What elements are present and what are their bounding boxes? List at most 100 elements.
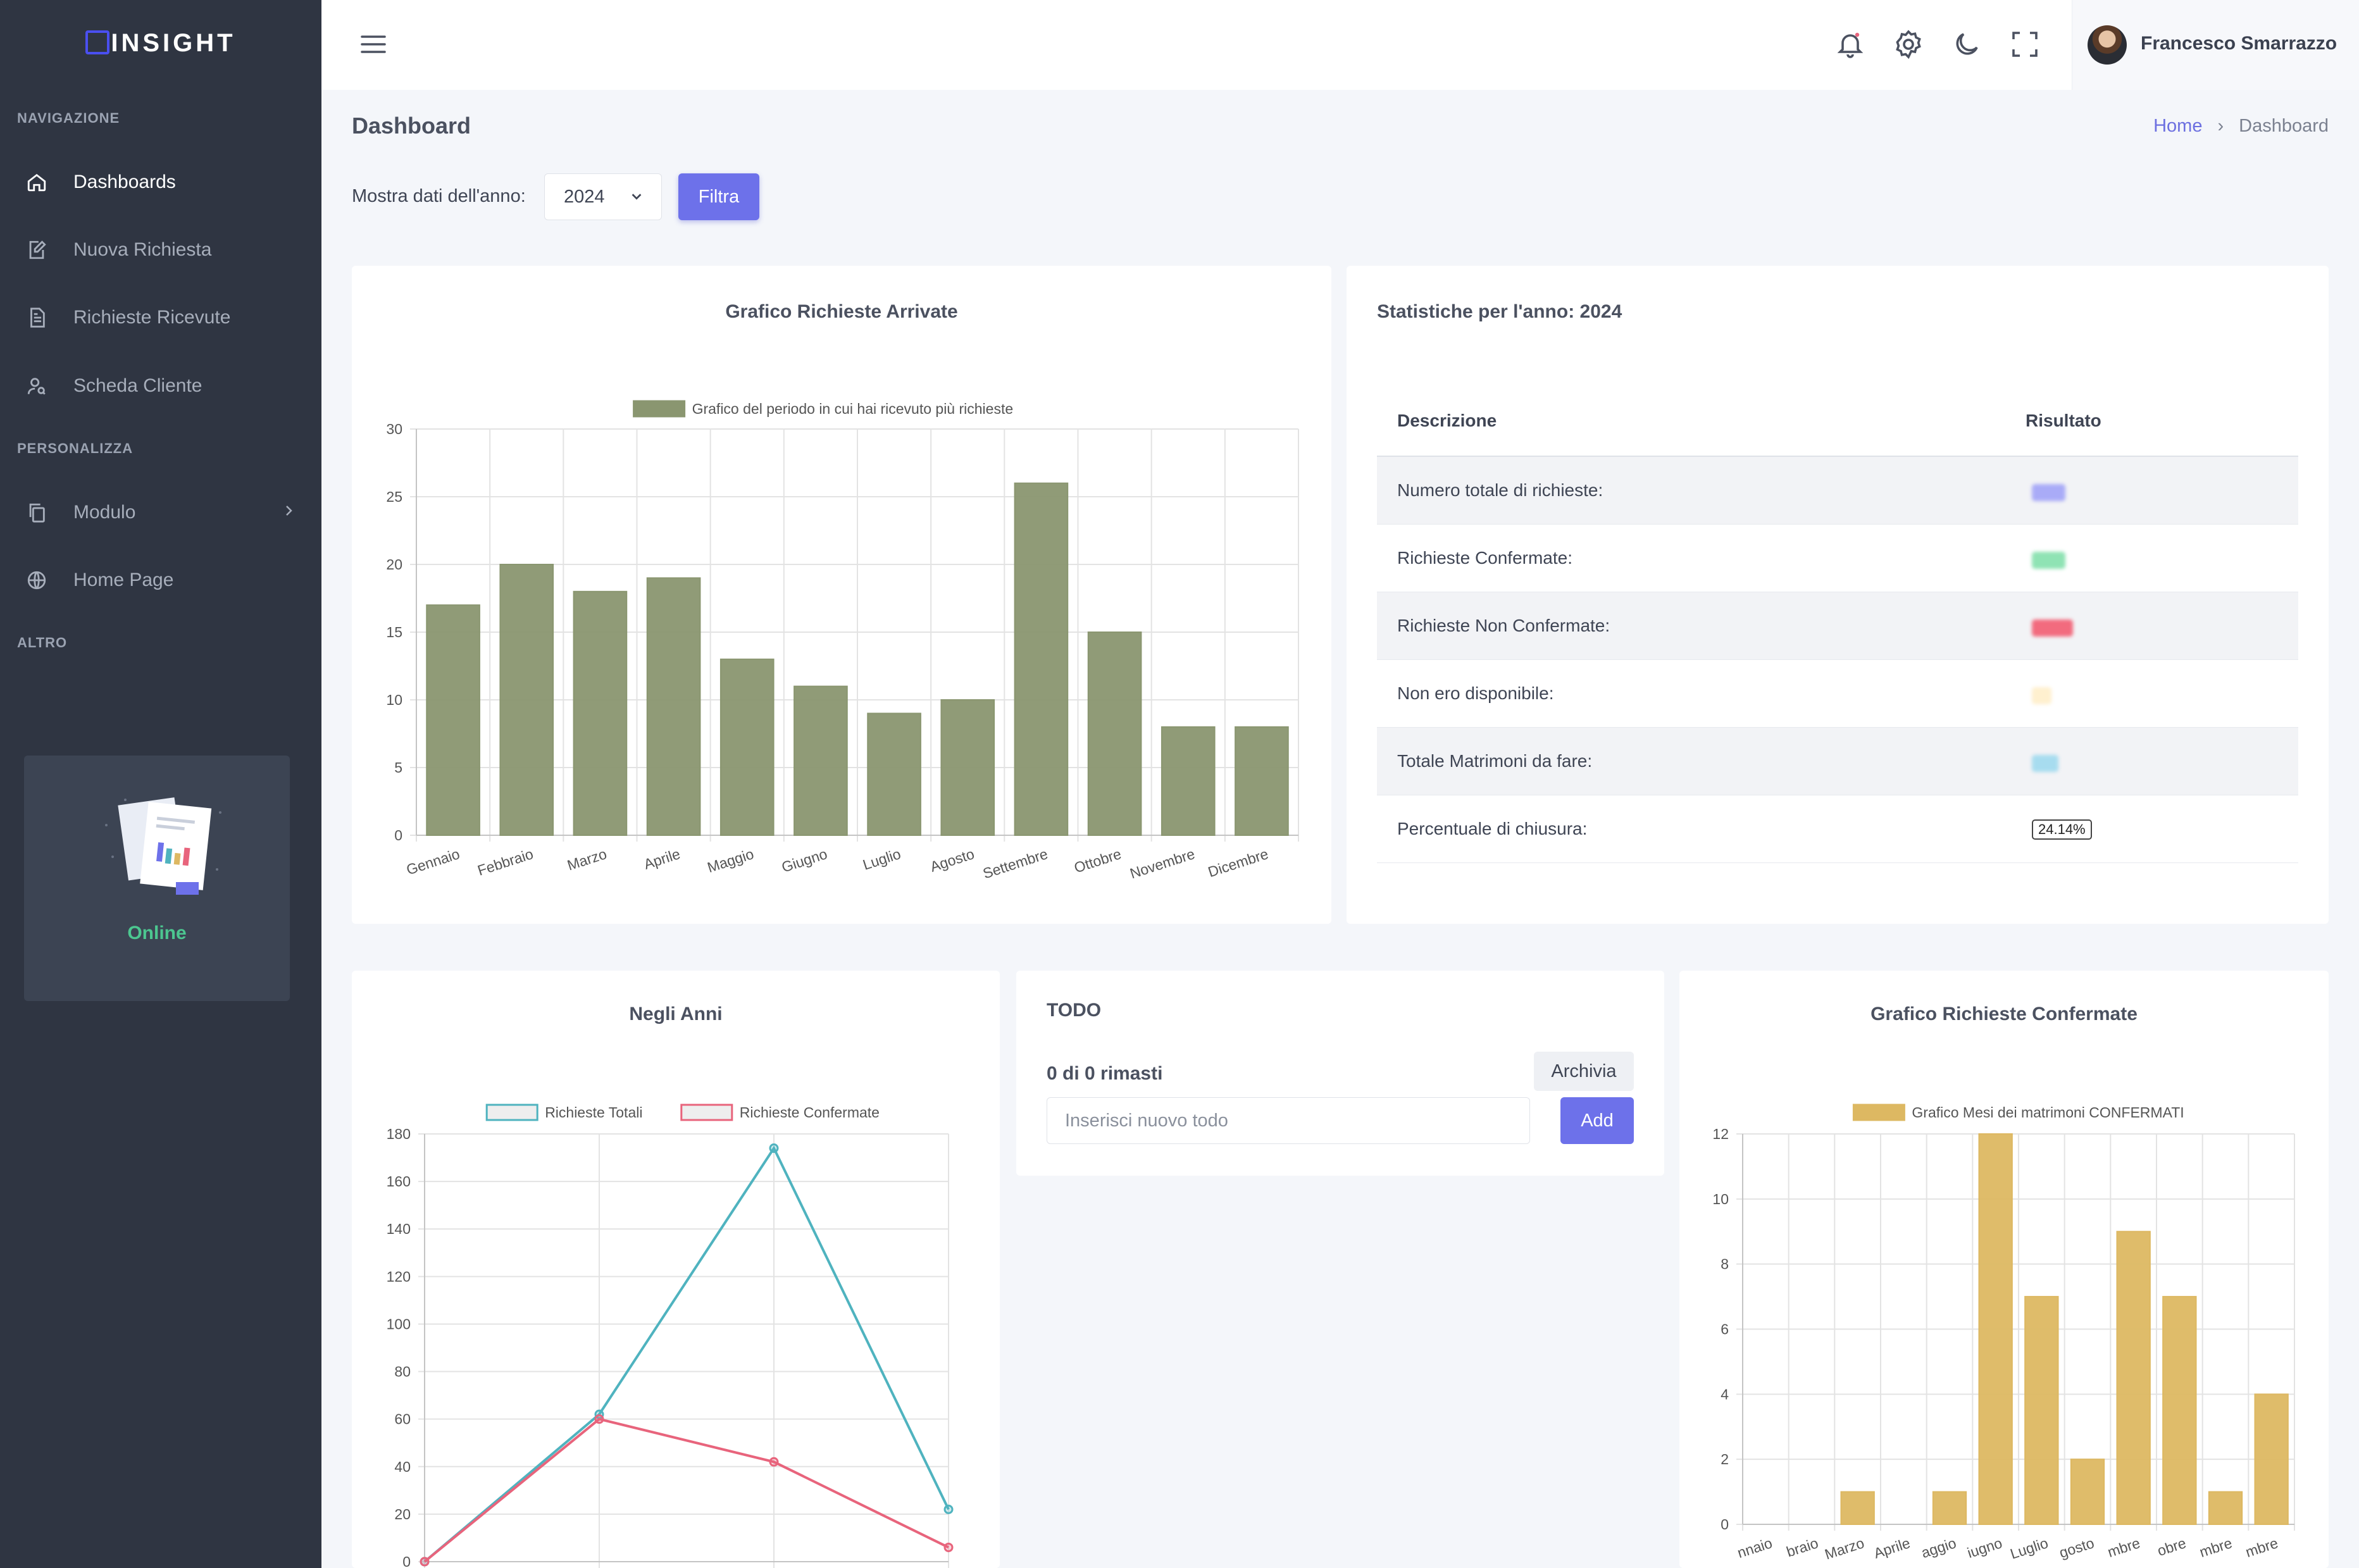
data-point <box>943 1542 954 1552</box>
sidebar-item-label: Dashboards <box>73 171 176 192</box>
bar <box>719 658 775 836</box>
sidebar-item-label: Scheda Cliente <box>73 375 202 396</box>
x-tick-label: mbre <box>2105 1534 2142 1560</box>
user-search-icon <box>24 373 49 399</box>
row-label: Percentuale di chiusura: <box>1377 795 2005 863</box>
data-point <box>420 1557 430 1567</box>
row-label: Richieste Non Confermate: <box>1377 592 2005 660</box>
row-label: Non ero disponibile: <box>1377 659 2005 728</box>
page-title: Dashboard <box>352 113 471 139</box>
document-icon <box>24 305 49 330</box>
x-tick-label: obre <box>2155 1534 2188 1559</box>
status-badge: 00 <box>2032 754 2059 772</box>
x-tick-label: gosto <box>2057 1534 2096 1561</box>
bar <box>1235 726 1289 836</box>
series-line <box>423 1145 950 1563</box>
moon-icon[interactable] <box>1951 29 1982 59</box>
legend-label: Grafico del periodo in cui hai ricevuto … <box>692 401 1014 417</box>
table-row: Totale Matrimoni da fare: 00 <box>1377 727 2298 795</box>
sidebar-item-home-page[interactable]: Home Page <box>24 561 296 599</box>
copy-icon <box>24 500 49 525</box>
column-header-descrizione: Descrizione <box>1377 386 2005 457</box>
bar-chart-richieste-arrivate: 0 5 10 15 20 25 30 Gennaio Febbraio Marzo Aprile Ma… <box>386 400 1299 882</box>
report-illustration-icon <box>105 797 221 895</box>
table-row: Richieste Non Confermate: 0000 <box>1377 592 2298 660</box>
add-todo-button[interactable]: Add <box>1560 1097 1634 1144</box>
breadcrumb: Home › Dashboard <box>2153 116 2329 137</box>
sidebar-item-richieste-ricevute[interactable]: Richieste Ricevute <box>24 299 296 337</box>
status-badge: 0000 <box>2032 619 2073 637</box>
y-tick-label: 100 <box>387 1316 411 1332</box>
chevron-right-icon <box>281 502 296 523</box>
stats-title: Statistiche per l'anno: 2024 <box>1377 301 1622 322</box>
y-tick-label: 10 <box>1712 1191 1729 1207</box>
bar <box>1978 1133 2013 1525</box>
y-tick-label: 30 <box>386 421 402 437</box>
y-tick-label: 6 <box>1721 1321 1729 1338</box>
y-tick-label: 0 <box>394 827 402 843</box>
sidebar-item-scheda-cliente[interactable]: Scheda Cliente <box>24 367 296 405</box>
y-tick-label: 20 <box>386 556 402 573</box>
y-tick-label: 5 <box>394 759 402 776</box>
section-title-altro: ALTRO <box>17 635 68 650</box>
x-tick-label: Agosto <box>928 845 976 875</box>
legend-label: Richieste Totali <box>545 1104 642 1121</box>
sidebar-item-nuova-richiesta[interactable]: Nuova Richiesta <box>24 231 296 269</box>
menu-icon[interactable] <box>361 33 386 56</box>
breadcrumb-home-link[interactable]: Home <box>2153 116 2203 136</box>
x-tick-label: mbre <box>2198 1534 2234 1560</box>
bar <box>2208 1491 2243 1525</box>
section-title-personalizza: PERSONALIZZA <box>17 440 134 456</box>
breadcrumb-current: Dashboard <box>2239 116 2329 136</box>
x-tick-label: Novembre <box>1128 845 1197 882</box>
todo-count: 0 di 0 rimasti <box>1047 1063 1163 1084</box>
sidebar-item-label: Richieste Ricevute <box>73 307 231 328</box>
user-menu[interactable]: Francesco Smarrazzo <box>2072 0 2359 90</box>
year-select[interactable]: 2024 <box>544 173 662 220</box>
bell-icon[interactable] <box>1835 29 1865 59</box>
y-tick-label: 0 <box>402 1553 411 1568</box>
todo-input[interactable] <box>1047 1097 1530 1144</box>
table-row: Richieste Confermate: 000 <box>1377 524 2298 592</box>
avatar <box>2088 25 2127 65</box>
x-tick-label: nnaio <box>1735 1534 1774 1561</box>
section-title-navigazione: NAVIGAZIONE <box>17 110 120 126</box>
stats-card: Statistiche per l'anno: 2024 Descrizione… <box>1347 266 2329 924</box>
chart-card-richieste-confermate: Grafico Richieste Confermate 0 2 4 6 8 10 12 nn… <box>1679 971 2329 1568</box>
y-tick-label: 60 <box>394 1411 411 1428</box>
y-tick-label: 25 <box>386 488 402 505</box>
brand-logo[interactable]: INSIGHT <box>0 29 321 58</box>
home-icon <box>24 170 49 195</box>
x-tick-label: Giugno <box>780 845 830 876</box>
chart-title: Grafico Richieste Confermate <box>1870 1004 2138 1024</box>
row-label: Numero totale di richieste: <box>1377 456 2005 525</box>
legend-swatch <box>680 1104 733 1121</box>
fullscreen-icon[interactable] <box>2010 29 2040 59</box>
gear-icon[interactable] <box>1893 29 1924 59</box>
x-tick-label: Maggio <box>706 845 756 876</box>
archive-button[interactable]: Archivia <box>1534 1052 1634 1091</box>
bar <box>2116 1231 2151 1525</box>
brand-name: INSIGHT <box>111 29 236 57</box>
logo-mark-icon <box>85 30 110 54</box>
y-tick-label: 160 <box>387 1173 411 1190</box>
sidebar-item-modulo[interactable]: Modulo <box>24 494 296 532</box>
chart-card-richieste-arrivate: Grafico Richieste Arrivate 0 5 10 15 20 25 30 G… <box>352 266 1331 924</box>
sidebar-item-dashboards[interactable]: Dashboards <box>24 163 296 201</box>
x-tick-label: iugno <box>1965 1534 2005 1561</box>
filter-button[interactable]: Filtra <box>678 173 759 220</box>
data-point <box>594 1414 604 1424</box>
breadcrumb-separator-icon: › <box>2217 116 2224 136</box>
sidebar: INSIGHT NAVIGAZIONE Dashboards Nuova Ric… <box>0 0 321 1568</box>
chart-title: Negli Anni <box>629 1004 723 1024</box>
x-tick-label: Dicembre <box>1206 845 1271 880</box>
data-point <box>769 1457 779 1467</box>
y-tick-label: 20 <box>394 1506 411 1522</box>
todo-card: TODO 0 di 0 rimasti Archivia Add <box>1016 971 1664 1176</box>
legend-swatch <box>1852 1104 1905 1121</box>
y-tick-label: 8 <box>1721 1256 1729 1272</box>
bar <box>573 590 628 836</box>
x-tick-label: Ottobre <box>1072 845 1123 876</box>
y-tick-label: 4 <box>1721 1386 1729 1402</box>
y-tick-label: 40 <box>394 1459 411 1475</box>
